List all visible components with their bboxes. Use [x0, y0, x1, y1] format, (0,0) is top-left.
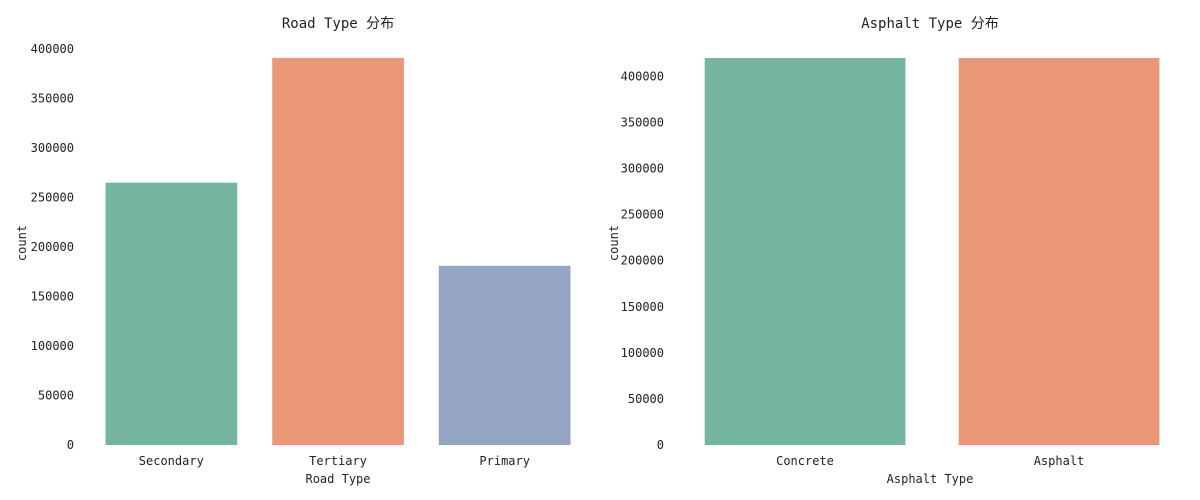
y-axis-label: count: [607, 225, 621, 261]
y-tick-label: 150000: [621, 300, 664, 314]
bar-concrete: [705, 58, 906, 445]
y-tick-label: 100000: [31, 339, 74, 353]
x-tick-label: Primary: [479, 454, 530, 468]
y-tick-label: 300000: [31, 141, 74, 155]
y-tick-label: 250000: [621, 208, 664, 222]
y-tick-label: 100000: [621, 346, 664, 360]
x-axis-label: Asphalt Type: [887, 472, 974, 486]
y-ticks: 0 50000 100000 150000 200000 250000 300000 3500…: [31, 42, 74, 452]
chart-title: Asphalt Type 分布: [861, 16, 999, 32]
bar-secondary: [106, 183, 238, 445]
y-axis-label: count: [15, 225, 29, 261]
bar-asphalt: [959, 58, 1160, 445]
x-tick-label: Secondary: [139, 454, 204, 468]
y-tick-label: 250000: [31, 191, 74, 205]
y-tick-label: 350000: [31, 92, 74, 106]
y-ticks: 0 50000 100000 150000 200000 250000 300000 3500…: [621, 69, 664, 452]
y-tick-label: 50000: [628, 392, 664, 406]
y-tick-label: 400000: [621, 69, 664, 83]
x-tick-label: Tertiary: [309, 454, 367, 468]
y-tick-label: 200000: [621, 254, 664, 268]
y-tick-label: 50000: [38, 389, 74, 403]
bar-tertiary: [272, 58, 404, 445]
x-ticks: Concrete Asphalt: [776, 454, 1084, 468]
x-ticks: Secondary Tertiary Primary: [139, 454, 530, 468]
y-tick-label: 150000: [31, 290, 74, 304]
road-type-chart: Road Type 分布 count Road Type 0 50000 10000…: [15, 16, 571, 486]
bar-primary: [439, 266, 571, 445]
x-tick-label: Asphalt: [1034, 454, 1085, 468]
y-tick-label: 400000: [31, 42, 74, 56]
bars: [106, 58, 571, 445]
y-tick-label: 0: [67, 438, 74, 452]
y-tick-label: 0: [657, 438, 664, 452]
x-axis-label: Road Type: [305, 472, 370, 486]
y-tick-label: 350000: [621, 116, 664, 130]
asphalt-type-chart: Asphalt Type 分布 count Asphalt Type 0 5000…: [607, 16, 1159, 486]
bars: [705, 58, 1160, 445]
x-tick-label: Concrete: [776, 454, 834, 468]
y-tick-label: 200000: [31, 240, 74, 254]
y-tick-label: 300000: [621, 162, 664, 176]
chart-title: Road Type 分布: [282, 16, 394, 32]
